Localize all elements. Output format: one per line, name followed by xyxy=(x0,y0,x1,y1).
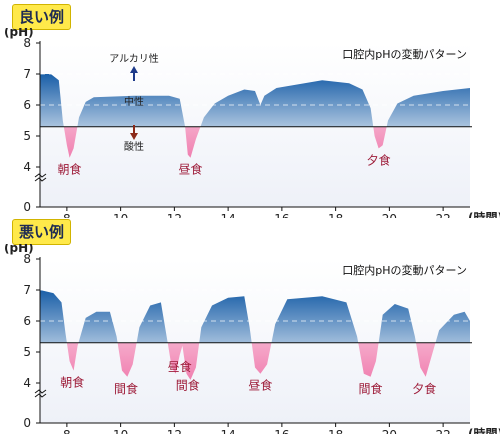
alkaline-label: アルカリ性 xyxy=(109,52,159,65)
x-tick-label: 22 xyxy=(435,212,450,218)
y-tick-label: 7 xyxy=(23,67,31,81)
x-tick-label: 20 xyxy=(382,212,397,218)
meal-label-4: 昼食 xyxy=(248,378,272,393)
x-tick-label: 10 xyxy=(113,212,128,218)
x-tick-label: 18 xyxy=(328,212,343,218)
x-axis-label: (時間) xyxy=(468,210,500,218)
chart-title: 口腔内pHの変動パターン xyxy=(342,47,467,61)
y-tick-label: 0 xyxy=(23,200,31,214)
y-tick-label: 4 xyxy=(23,376,31,390)
neutral-label: 中性 xyxy=(124,95,144,108)
x-tick-label: 20 xyxy=(382,428,397,434)
axis-break-mark xyxy=(34,393,47,398)
axis-break-mark xyxy=(34,177,47,182)
good-example-ph-chart: 0 4 5 6 7 8 8 10 12 14 16 18 20 22 (pH) (時間) 口腔内pHの変動パター… xyxy=(4,28,500,218)
x-tick-label: 12 xyxy=(167,428,182,434)
y-tick-label: 8 xyxy=(23,36,31,50)
meal-label-1: 昼食 xyxy=(178,162,202,177)
ph-area-above-critical xyxy=(40,290,470,343)
chart-title: 口腔内pHの変動パターン xyxy=(342,263,467,277)
x-tick-label: 10 xyxy=(113,428,128,434)
x-tick-label: 14 xyxy=(220,212,235,218)
y-tick-label: 6 xyxy=(23,314,31,328)
meal-label-2: 昼食 xyxy=(168,359,192,374)
axis-break-mark xyxy=(34,389,47,394)
x-tick-label: 16 xyxy=(274,428,289,434)
y-tick-label: 4 xyxy=(23,160,31,174)
meal-label-6: 夕食 xyxy=(412,381,436,396)
x-tick-label: 22 xyxy=(435,428,450,434)
x-tick-label: 18 xyxy=(328,428,343,434)
x-tick-label: 14 xyxy=(220,428,235,434)
up-arrow-icon xyxy=(130,66,138,81)
x-tick-label: 8 xyxy=(63,212,71,218)
meal-label-2: 夕食 xyxy=(367,152,391,167)
y-tick-label: 5 xyxy=(23,129,31,143)
x-tick-label: 12 xyxy=(167,212,182,218)
meal-label-5: 間食 xyxy=(359,381,383,396)
y-axis-label: (pH) xyxy=(4,28,34,39)
x-axis-label: (時間) xyxy=(468,426,500,434)
bad-example-ph-chart: 0 4 5 6 7 8 8 10 12 14 16 18 20 22 (pH) (時間) 口腔内pHの変動パター… xyxy=(4,244,500,434)
axis-break-mark xyxy=(34,173,47,178)
y-tick-label: 5 xyxy=(23,345,31,359)
down-arrow-icon xyxy=(130,125,138,140)
y-tick-label: 6 xyxy=(23,98,31,112)
meal-label-0: 朝食 xyxy=(60,375,84,390)
acidic-label: 酸性 xyxy=(124,140,144,153)
meal-label-0: 朝食 xyxy=(58,162,82,177)
y-tick-label: 8 xyxy=(23,252,31,266)
bad-example-badge: 悪い例 xyxy=(12,219,72,245)
x-tick-label: 8 xyxy=(63,428,71,434)
y-tick-label: 7 xyxy=(23,283,31,297)
y-tick-label: 0 xyxy=(23,416,31,430)
good-example-badge: 良い例 xyxy=(12,4,72,30)
meal-label-3: 間食 xyxy=(176,378,200,393)
x-tick-label: 16 xyxy=(274,212,289,218)
y-axis-label: (pH) xyxy=(4,244,34,255)
ph-area-above-critical xyxy=(40,74,470,127)
ph-area-below-critical xyxy=(40,342,470,380)
meal-label-1: 間食 xyxy=(114,381,138,396)
